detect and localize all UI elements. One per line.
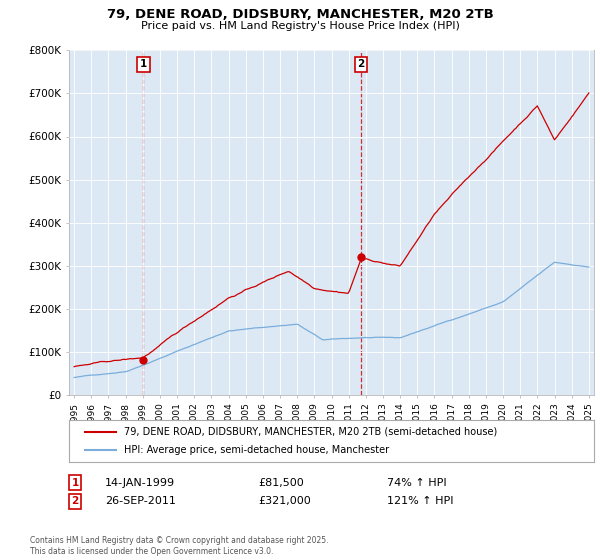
Text: 14-JAN-1999: 14-JAN-1999 [105, 478, 175, 488]
Text: 2: 2 [71, 496, 79, 506]
Text: HPI: Average price, semi-detached house, Manchester: HPI: Average price, semi-detached house,… [124, 445, 389, 455]
Text: 79, DENE ROAD, DIDSBURY, MANCHESTER, M20 2TB: 79, DENE ROAD, DIDSBURY, MANCHESTER, M20… [107, 8, 493, 21]
Text: £81,500: £81,500 [258, 478, 304, 488]
Text: 79, DENE ROAD, DIDSBURY, MANCHESTER, M20 2TB (semi-detached house): 79, DENE ROAD, DIDSBURY, MANCHESTER, M20… [124, 427, 497, 437]
Text: 2: 2 [358, 59, 365, 69]
Text: Contains HM Land Registry data © Crown copyright and database right 2025.
This d: Contains HM Land Registry data © Crown c… [30, 536, 329, 556]
Text: 26-SEP-2011: 26-SEP-2011 [105, 496, 176, 506]
Text: 1: 1 [140, 59, 147, 69]
Text: £321,000: £321,000 [258, 496, 311, 506]
Text: 74% ↑ HPI: 74% ↑ HPI [387, 478, 446, 488]
Text: Price paid vs. HM Land Registry's House Price Index (HPI): Price paid vs. HM Land Registry's House … [140, 21, 460, 31]
Text: 1: 1 [71, 478, 79, 488]
Text: 121% ↑ HPI: 121% ↑ HPI [387, 496, 454, 506]
